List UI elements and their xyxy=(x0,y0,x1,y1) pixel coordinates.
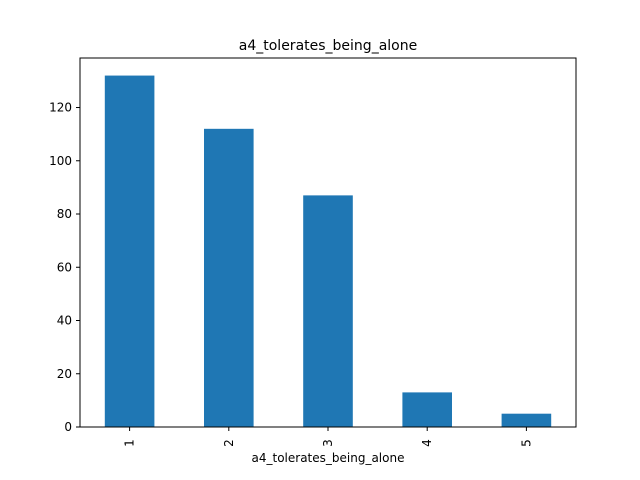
bar-2 xyxy=(204,128,254,427)
x-tick-label: 2 xyxy=(222,439,236,447)
chart-title: a4_tolerates_being_alone xyxy=(239,38,417,54)
y-tick-label: 0 xyxy=(64,420,72,434)
bars-group xyxy=(104,75,552,427)
bar-5 xyxy=(501,413,552,427)
x-axis-ticks: 1 2 3 4 5 xyxy=(123,427,533,447)
x-tick-label: 4 xyxy=(420,439,434,447)
x-tick-label: 5 xyxy=(519,439,533,447)
y-tick-label: 20 xyxy=(57,367,72,381)
plot-frame xyxy=(79,57,577,428)
bar-4 xyxy=(402,392,452,427)
x-tick-label: 1 xyxy=(123,439,137,447)
y-tick-label: 60 xyxy=(57,260,72,274)
bar-3 xyxy=(303,195,353,427)
x-axis-label: a4_tolerates_being_alone xyxy=(252,451,405,465)
y-tick-label: 120 xyxy=(49,101,72,115)
bar-1 xyxy=(104,75,155,427)
y-tick-label: 100 xyxy=(49,154,72,168)
y-axis-ticks: 0 20 40 60 80 100 120 xyxy=(49,101,80,434)
y-tick-label: 80 xyxy=(57,207,72,221)
x-tick-label: 3 xyxy=(321,439,335,447)
y-tick-label: 40 xyxy=(57,314,72,328)
